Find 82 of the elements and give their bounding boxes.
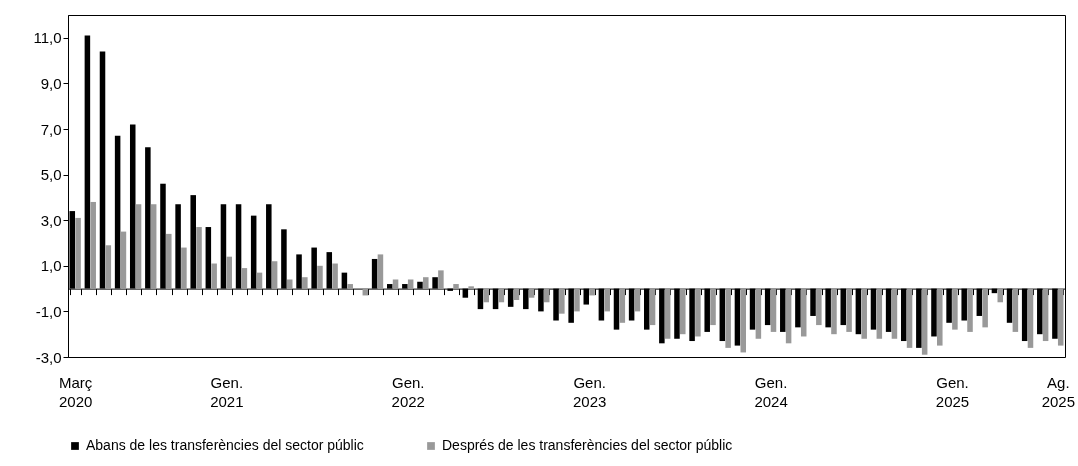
bar — [921, 288, 928, 355]
bar — [120, 231, 127, 289]
bar — [861, 288, 867, 339]
bar — [891, 288, 898, 339]
bar — [75, 217, 81, 289]
bar — [498, 288, 505, 303]
bar — [982, 288, 988, 328]
bar — [392, 279, 399, 289]
y-tick-label: 7,0 — [40, 120, 62, 138]
bar — [166, 233, 172, 289]
bar — [423, 277, 429, 289]
y-tick-label: 1,0 — [40, 257, 62, 275]
bar — [846, 288, 852, 332]
x-tick-label: Gen. 2024 — [754, 373, 788, 410]
bar — [105, 245, 112, 289]
bar — [695, 288, 701, 337]
legend-label: Abans de les transferències del sector públic — [86, 437, 364, 453]
x-tick-label: Gen. 2021 — [210, 373, 244, 410]
y-tick-label: -1,0 — [35, 302, 62, 320]
bar — [196, 227, 202, 289]
x-tick-label: Gen. 2022 — [391, 373, 425, 410]
bar — [286, 279, 293, 289]
x-tick-label: Gen. 2023 — [572, 373, 607, 410]
bar — [407, 279, 414, 289]
y-tick-label: 9,0 — [40, 74, 62, 92]
bar — [755, 288, 762, 339]
bar — [604, 288, 610, 312]
bar — [1057, 288, 1064, 346]
bar — [528, 288, 535, 298]
bar — [483, 288, 490, 303]
bar — [634, 288, 641, 312]
bar — [725, 288, 731, 348]
bar — [135, 204, 142, 289]
bar — [211, 263, 217, 289]
bar — [876, 288, 883, 339]
bar — [241, 268, 248, 289]
bar — [453, 284, 459, 289]
bar — [317, 265, 323, 289]
bar — [150, 204, 157, 289]
bar — [271, 261, 278, 289]
bar — [181, 247, 187, 289]
x-tick-label: Ag. 2025 — [1041, 373, 1076, 410]
bar — [1042, 288, 1049, 342]
bar — [785, 288, 792, 344]
legend-label: Després de les transferències del sector públic — [442, 437, 733, 453]
bar — [906, 288, 913, 348]
bar — [831, 288, 837, 335]
y-tick-label: 5,0 — [40, 166, 62, 184]
bar — [332, 263, 338, 289]
bar — [90, 201, 96, 289]
x-tick-label: Març 2020 — [58, 373, 93, 410]
bar — [256, 272, 263, 289]
bar — [800, 288, 807, 337]
bar — [770, 288, 777, 332]
x-tick-label: Gen. 2025 — [935, 373, 970, 410]
y-tick-label: 3,0 — [40, 211, 62, 229]
bar — [226, 256, 233, 289]
bar — [302, 277, 308, 289]
bar — [680, 288, 686, 335]
y-tick-label: 11,0 — [33, 29, 62, 47]
bar — [937, 288, 943, 346]
bar — [664, 288, 671, 339]
bar — [967, 288, 973, 332]
bar — [347, 284, 353, 289]
bar — [740, 288, 747, 353]
bar — [1012, 288, 1019, 332]
bar — [649, 288, 656, 326]
bar — [1027, 288, 1034, 348]
bar — [377, 254, 384, 289]
bar — [619, 288, 626, 323]
bar — [589, 288, 595, 296]
bar — [468, 286, 474, 289]
bar — [438, 270, 444, 289]
bar — [997, 288, 1004, 303]
bar — [952, 288, 958, 330]
bar — [816, 288, 822, 326]
bar — [513, 288, 520, 300]
bar — [543, 288, 550, 303]
bar — [710, 288, 716, 326]
bar — [559, 288, 565, 314]
bar — [574, 288, 580, 312]
y-tick-label: -3,0 — [35, 348, 62, 366]
